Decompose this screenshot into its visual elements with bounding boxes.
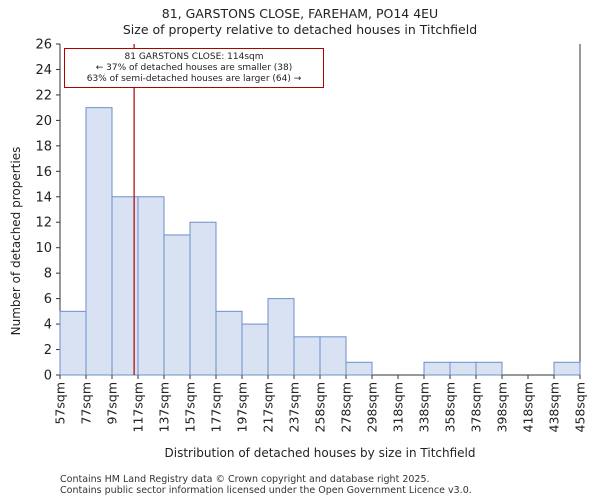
x-tick-label: 358sqm [443,382,458,432]
x-tick-label: 398sqm [495,382,510,432]
y-tick-label: 0 [44,369,52,384]
x-tick-label: 177sqm [209,382,224,432]
y-tick-label: 8 [44,267,52,282]
y-axis-label: Number of detached properties [9,146,23,336]
histogram-bar [553,361,581,376]
x-tick-label: 97sqm [105,382,120,425]
x-tick-label: 458sqm [573,382,588,432]
x-tick-label: 418sqm [521,382,536,432]
x-tick-label: 77sqm [79,382,94,425]
y-tick-label: 16 [35,165,52,180]
chart-title-address: 81, GARSTONS CLOSE, FAREHAM, PO14 4EU [161,6,439,21]
y-tick-label: 6 [44,292,52,307]
y-tick-label: 24 [35,63,52,78]
histogram-bar [137,196,165,376]
x-axis-label: Distribution of detached houses by size … [164,446,476,460]
footer-copyright: Contains HM Land Registry data © Crown c… [60,474,430,485]
footer-licence: Contains public sector information licen… [60,485,472,496]
y-tick-label: 22 [35,88,52,103]
annotation-line-2: ← 37% of detached houses are smaller (38… [95,63,293,73]
histogram-bar [293,336,321,376]
y-tick-label: 14 [35,190,52,205]
x-tick-label: 197sqm [235,382,250,432]
x-tick-label: 157sqm [183,382,198,432]
y-tick-label: 4 [44,318,52,333]
histogram-bar [241,323,269,376]
histogram-bar [449,361,477,376]
x-tick-label: 57sqm [53,382,68,425]
x-tick-label: 217sqm [261,382,276,432]
y-tick-label: 26 [35,38,52,53]
y-tick-label: 2 [44,343,52,358]
x-tick-label: 278sqm [339,382,354,432]
x-tick-label: 438sqm [547,382,562,432]
chart-title: Size of property relative to detached ho… [122,22,478,37]
x-tick-label: 378sqm [469,382,484,432]
histogram-bar [215,310,243,376]
x-tick-label: 318sqm [391,382,406,432]
histogram-bar [189,221,217,376]
annotation-line-1: 81 GARSTONS CLOSE: 114sqm [124,52,264,62]
x-tick-label: 258sqm [313,382,328,432]
y-tick-label: 10 [35,241,52,256]
y-tick-label: 20 [35,114,52,129]
histogram-bar [345,361,373,376]
histogram-bar [423,361,451,376]
y-tick-label: 12 [35,216,52,231]
marker-annotation-box: 81 GARSTONS CLOSE: 114sqm ← 37% of detac… [64,48,324,88]
histogram-bar [59,310,87,376]
x-tick-label: 237sqm [287,382,302,432]
histogram-bar [319,336,347,376]
annotation-line-3: 63% of semi-detached houses are larger (… [86,74,302,84]
histogram-bar [475,361,503,376]
histogram-bar [163,234,191,376]
x-tick-label: 338sqm [417,382,432,432]
x-tick-label: 117sqm [131,382,146,432]
x-tick-label: 137sqm [157,382,172,432]
histogram-bar [85,107,113,376]
x-tick-label: 298sqm [365,382,380,432]
y-tick-label: 18 [35,139,52,154]
histogram-bar [267,298,295,376]
